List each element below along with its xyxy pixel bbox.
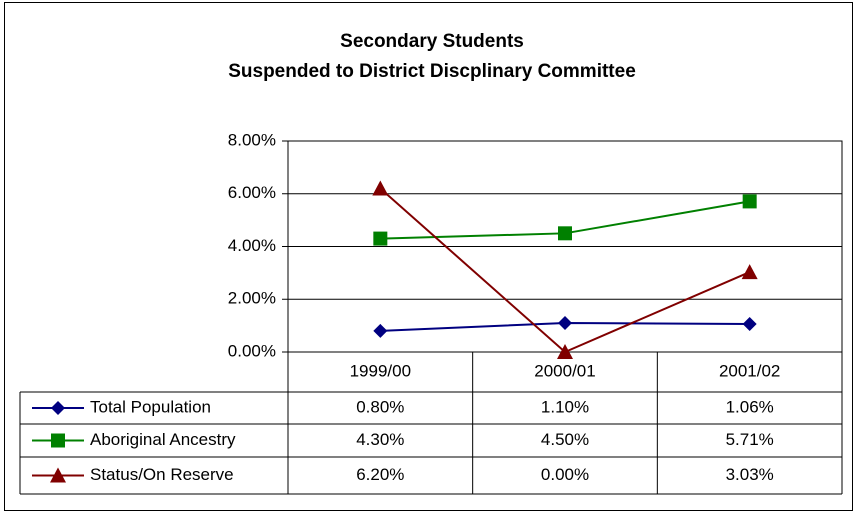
chart-title: Secondary Students <box>340 31 524 52</box>
marker <box>373 231 388 246</box>
marker <box>372 180 389 196</box>
table-value: 0.80% <box>356 397 404 416</box>
y-tick-label: 6.00% <box>228 183 276 202</box>
table-value: 4.30% <box>356 430 404 449</box>
chart-border <box>4 2 853 511</box>
legend-label: Total Population <box>90 397 211 416</box>
table-value: 5.71% <box>726 430 774 449</box>
chart-subtitle: Suspended to District Discplinary Commit… <box>228 61 636 82</box>
legend-marker <box>51 401 65 415</box>
marker <box>742 317 757 332</box>
x-tick-label: 2001/02 <box>719 361 780 380</box>
x-tick-label: 2000/01 <box>534 361 595 380</box>
table-value: 3.03% <box>726 465 774 484</box>
y-tick-label: 8.00% <box>228 130 276 149</box>
legend-label: Status/On Reserve <box>90 465 234 484</box>
table-value: 6.20% <box>356 465 404 484</box>
marker <box>742 194 757 209</box>
y-tick-label: 2.00% <box>228 289 276 308</box>
marker <box>557 344 573 359</box>
marker <box>558 315 572 330</box>
marker <box>558 226 572 241</box>
table-value: 1.10% <box>541 397 589 416</box>
legend-marker <box>50 467 66 483</box>
marker <box>373 323 388 338</box>
table-value: 4.50% <box>541 430 589 449</box>
table-value: 1.06% <box>726 397 774 416</box>
legend-marker <box>51 433 65 448</box>
y-tick-label: 4.00% <box>228 236 276 255</box>
x-tick-label: 1999/00 <box>350 361 411 380</box>
table-value: 0.00% <box>541 465 589 484</box>
marker <box>741 264 758 280</box>
legend-label: Aboriginal Ancestry <box>90 430 236 449</box>
y-tick-label: 0.00% <box>228 341 276 360</box>
